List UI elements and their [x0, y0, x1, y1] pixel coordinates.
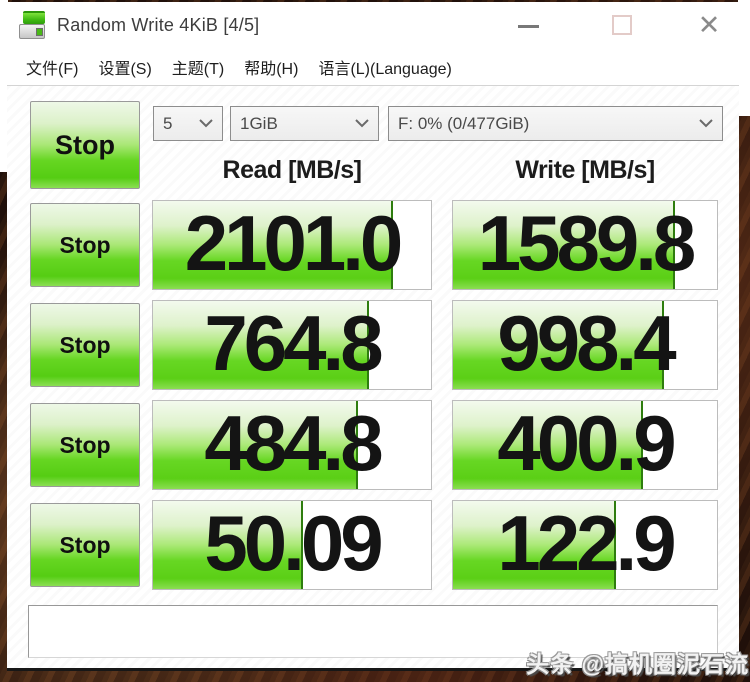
- menu-item-file[interactable]: 文件(F): [26, 60, 79, 78]
- write-result-bar: [453, 501, 617, 589]
- result-row: Stop 764.8 998.4: [7, 300, 739, 400]
- menu-item-settings[interactable]: 设置(S): [98, 60, 152, 78]
- watermark-text: 头条 @搞机圈泥石流: [526, 651, 749, 677]
- menu-item-language[interactable]: 语言(L)(Language): [318, 60, 452, 78]
- background-patch-right: [738, 0, 750, 116]
- write-result-cell: 122.9: [452, 500, 718, 590]
- write-result-bar: [453, 201, 675, 289]
- target-drive-select[interactable]: F: 0% (0/477GiB): [388, 106, 723, 141]
- write-result-cell: 1589.8: [452, 200, 718, 290]
- chevron-down-icon: [191, 119, 213, 128]
- read-result-bar: [153, 301, 369, 389]
- result-row: Stop 2101.0 1589.8: [7, 200, 739, 300]
- write-column-header: Write [MB/s]: [515, 155, 655, 184]
- maximize-button[interactable]: [612, 15, 632, 35]
- comment-input[interactable]: [28, 605, 718, 658]
- main-content: Stop 5 1GiB F: 0% (0/477GiB) Read [MB/s]…: [7, 86, 739, 668]
- test-count-select[interactable]: 5: [153, 106, 223, 141]
- write-result-value: 122.9: [497, 499, 676, 587]
- write-result-value: 1589.8: [477, 199, 697, 287]
- write-result-cell: 400.9: [452, 400, 718, 490]
- write-result-cell: 998.4: [452, 300, 718, 390]
- read-result-value: 2101.0: [184, 199, 404, 287]
- chevron-down-icon: [691, 119, 713, 128]
- title-bar: Random Write 4KiB [4/5] ✕: [7, 2, 739, 48]
- write-result-bar: [453, 301, 665, 389]
- menu-item-help[interactable]: 帮助(H): [244, 60, 299, 78]
- row-stop-button[interactable]: Stop: [30, 203, 140, 287]
- minimize-button[interactable]: [518, 25, 539, 28]
- background-patch-left: [0, 0, 8, 172]
- read-result-value: 50.09: [204, 499, 383, 587]
- read-column-header: Read [MB/s]: [222, 155, 362, 184]
- menu-item-theme[interactable]: 主题(T): [171, 60, 225, 78]
- read-result-bar: [153, 501, 304, 589]
- test-size-select[interactable]: 1GiB: [230, 106, 379, 141]
- read-result-value: 484.8: [204, 399, 383, 487]
- row-stop-button[interactable]: Stop: [30, 403, 140, 487]
- row-stop-button[interactable]: Stop: [30, 303, 140, 387]
- icon-green-disk: [23, 11, 45, 24]
- result-rows: Stop 2101.0 1589.8 Stop 764.8 998.4 Stop…: [7, 200, 739, 600]
- write-result-bar: [453, 401, 644, 489]
- stop-all-button[interactable]: Stop: [30, 101, 140, 189]
- read-result-bar: [153, 201, 394, 289]
- test-count-value: 5: [163, 113, 173, 133]
- chevron-down-icon: [347, 119, 369, 128]
- read-result-cell: 764.8: [152, 300, 432, 390]
- row-stop-button[interactable]: Stop: [30, 503, 140, 587]
- write-result-value: 998.4: [497, 299, 676, 387]
- read-result-cell: 2101.0: [152, 200, 432, 290]
- read-result-cell: 50.09: [152, 500, 432, 590]
- read-result-cell: 484.8: [152, 400, 432, 490]
- result-row: Stop 484.8 400.9: [7, 400, 739, 500]
- result-row: Stop 50.09 122.9: [7, 500, 739, 600]
- read-result-value: 764.8: [204, 299, 383, 387]
- close-button[interactable]: ✕: [697, 10, 721, 40]
- test-size-value: 1GiB: [240, 113, 278, 133]
- app-window: Random Write 4KiB [4/5] ✕ 文件(F) 设置(S) 主题…: [7, 2, 739, 671]
- write-result-value: 400.9: [497, 399, 676, 487]
- diskmark-drive-icon: [19, 10, 46, 40]
- icon-drive-led: [36, 28, 43, 36]
- target-drive-value: F: 0% (0/477GiB): [398, 113, 530, 133]
- window-title: Random Write 4KiB [4/5]: [57, 14, 260, 35]
- read-result-bar: [153, 401, 358, 489]
- menu-bar: 文件(F) 设置(S) 主题(T) 帮助(H) 语言(L)(Language): [7, 48, 739, 86]
